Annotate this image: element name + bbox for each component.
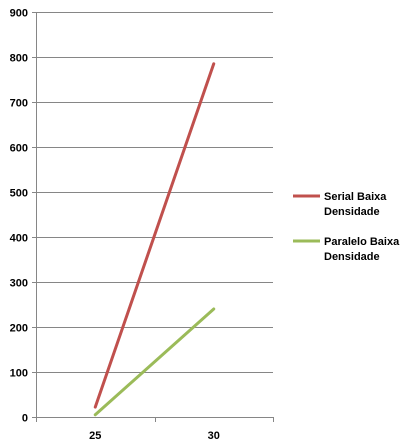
y-tick-label-0: 0 xyxy=(22,413,28,425)
y-tick-label-600: 600 xyxy=(10,143,28,155)
x-tick-label-30: 30 xyxy=(208,430,220,442)
y-tick-label-300: 300 xyxy=(10,278,28,290)
legend-label-0: Serial Baixa Densidade xyxy=(324,191,387,218)
y-tick-label-200: 200 xyxy=(10,323,28,335)
series-line-1 xyxy=(93,307,216,417)
axes xyxy=(32,12,274,422)
y-tick-label-900: 900 xyxy=(10,8,28,20)
series-line-0 xyxy=(93,62,216,409)
x-tick-label-25: 25 xyxy=(89,430,101,442)
y-tick-label-100: 100 xyxy=(10,368,28,380)
legend: Serial Baixa Densidade Paralelo Baixa Densi… xyxy=(293,191,400,263)
y-tick-label-700: 700 xyxy=(10,98,28,110)
series-lines xyxy=(93,62,216,417)
y-tick-label-800: 800 xyxy=(10,53,28,65)
y-tick-label-500: 500 xyxy=(10,188,28,200)
tick-labels: 0 100 200 300 400 500 600 700 800 900 25 30 xyxy=(10,8,220,443)
y-tick-label-400: 400 xyxy=(10,233,28,245)
legend-label-1: Paralelo Baixa Densidade xyxy=(324,236,400,263)
gridlines xyxy=(36,12,273,373)
